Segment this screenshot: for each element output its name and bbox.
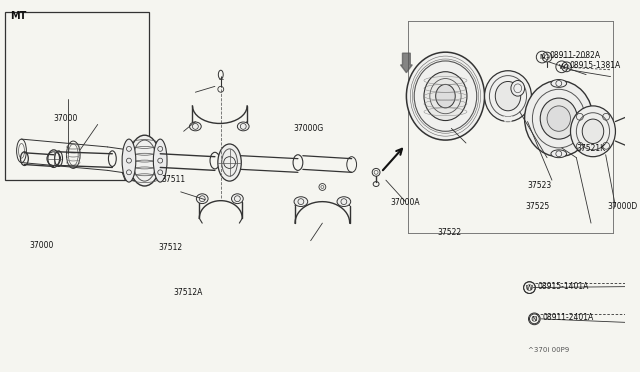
Ellipse shape xyxy=(337,197,351,206)
Text: N: N xyxy=(540,54,545,60)
Ellipse shape xyxy=(484,71,531,122)
Ellipse shape xyxy=(547,106,570,131)
Text: 37000G: 37000G xyxy=(293,124,323,133)
Text: 08911-2082A: 08911-2082A xyxy=(550,51,601,60)
Text: 37521K: 37521K xyxy=(577,144,605,153)
Text: 37512: 37512 xyxy=(158,243,182,253)
Ellipse shape xyxy=(551,80,566,87)
Ellipse shape xyxy=(218,144,241,181)
Ellipse shape xyxy=(154,139,167,182)
Text: 08915-1381A: 08915-1381A xyxy=(570,61,621,70)
Polygon shape xyxy=(504,117,512,122)
Ellipse shape xyxy=(196,194,208,203)
Ellipse shape xyxy=(551,150,566,158)
Ellipse shape xyxy=(129,135,160,186)
Ellipse shape xyxy=(122,139,136,182)
Ellipse shape xyxy=(424,72,467,121)
Ellipse shape xyxy=(628,114,640,149)
Bar xyxy=(5,12,150,180)
Text: 37000A: 37000A xyxy=(391,198,420,206)
Text: 37525: 37525 xyxy=(525,202,550,211)
Text: MT: MT xyxy=(10,11,26,21)
Ellipse shape xyxy=(232,194,243,203)
Ellipse shape xyxy=(237,122,249,131)
Ellipse shape xyxy=(436,84,455,108)
Text: ^370i 00P9: ^370i 00P9 xyxy=(527,347,569,353)
Text: 37512A: 37512A xyxy=(174,288,204,297)
Ellipse shape xyxy=(540,98,577,139)
Ellipse shape xyxy=(525,80,593,157)
Text: W: W xyxy=(526,285,533,291)
Text: 37000: 37000 xyxy=(54,115,78,124)
Text: N: N xyxy=(532,316,537,322)
Text: 08915-1401A: 08915-1401A xyxy=(538,282,589,291)
Text: 37523: 37523 xyxy=(527,181,552,190)
Text: 08911-2401A: 08911-2401A xyxy=(542,313,593,322)
Text: 37511: 37511 xyxy=(161,175,186,184)
Text: 37000: 37000 xyxy=(29,241,54,250)
Text: 37000D: 37000D xyxy=(607,202,638,211)
Ellipse shape xyxy=(189,122,201,131)
Ellipse shape xyxy=(582,119,604,144)
Ellipse shape xyxy=(511,80,525,96)
Ellipse shape xyxy=(570,106,616,157)
Polygon shape xyxy=(401,53,412,73)
Ellipse shape xyxy=(294,197,308,206)
Ellipse shape xyxy=(406,52,484,140)
Ellipse shape xyxy=(495,81,521,111)
Text: W: W xyxy=(558,64,565,70)
Text: 37522: 37522 xyxy=(438,228,462,237)
